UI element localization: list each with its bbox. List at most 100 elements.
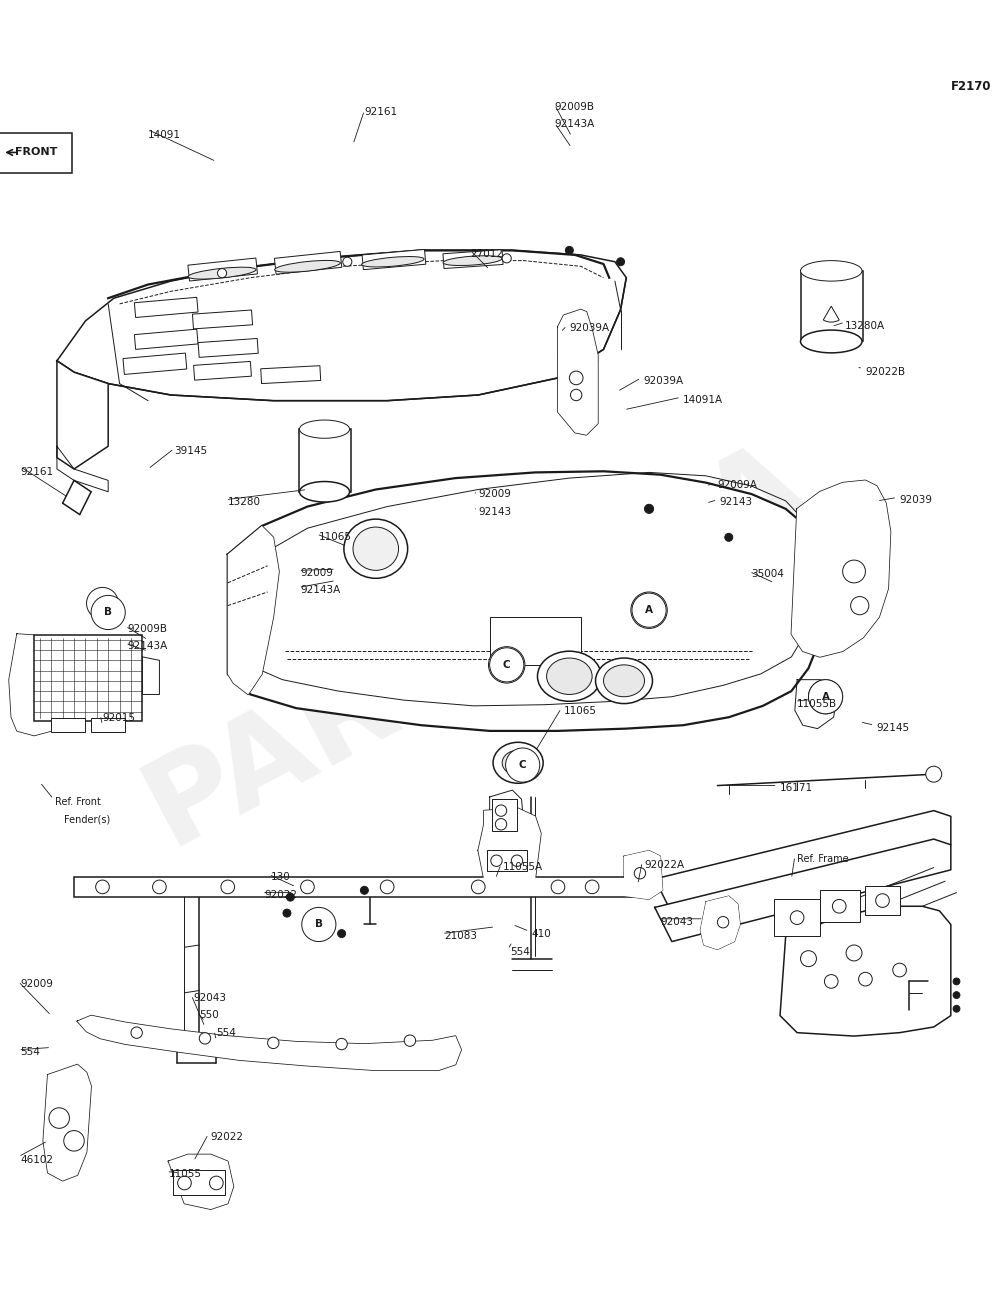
Ellipse shape xyxy=(344,519,408,578)
Circle shape xyxy=(302,908,336,941)
Circle shape xyxy=(210,1176,223,1190)
Text: FRONT: FRONT xyxy=(15,147,58,158)
Circle shape xyxy=(217,269,227,278)
Circle shape xyxy=(876,893,889,908)
Circle shape xyxy=(404,1035,416,1046)
Circle shape xyxy=(502,254,511,263)
Text: 39145: 39145 xyxy=(174,447,207,456)
Text: PARTZILLA: PARTZILLA xyxy=(126,422,825,869)
Bar xyxy=(0,133,72,173)
Circle shape xyxy=(178,1176,191,1190)
Polygon shape xyxy=(624,851,663,900)
Text: 14091A: 14091A xyxy=(683,395,723,405)
Circle shape xyxy=(336,1038,347,1050)
Circle shape xyxy=(859,972,872,986)
Text: 554: 554 xyxy=(20,1047,40,1057)
Text: 92161: 92161 xyxy=(364,107,398,117)
Text: 92143: 92143 xyxy=(720,497,753,507)
Bar xyxy=(188,258,258,281)
Polygon shape xyxy=(228,525,279,695)
Polygon shape xyxy=(791,480,890,657)
Text: 11055: 11055 xyxy=(169,1170,202,1179)
Circle shape xyxy=(96,880,109,893)
Text: 11065: 11065 xyxy=(564,706,597,715)
Circle shape xyxy=(570,390,582,400)
Circle shape xyxy=(645,505,654,514)
Text: 550: 550 xyxy=(199,1010,219,1020)
Circle shape xyxy=(851,596,869,615)
Circle shape xyxy=(199,1033,211,1044)
Text: B: B xyxy=(315,919,323,930)
Circle shape xyxy=(506,747,540,782)
Text: 92043: 92043 xyxy=(660,917,693,927)
Circle shape xyxy=(808,679,843,714)
Text: 554: 554 xyxy=(510,948,530,957)
Bar xyxy=(261,365,321,383)
Circle shape xyxy=(471,880,485,893)
Circle shape xyxy=(846,945,862,961)
Text: B: B xyxy=(315,919,323,930)
Text: 14091: 14091 xyxy=(148,129,181,139)
Text: B: B xyxy=(99,598,106,608)
Circle shape xyxy=(585,880,599,893)
Bar xyxy=(74,877,632,897)
Circle shape xyxy=(832,900,846,913)
Bar xyxy=(198,338,258,358)
Ellipse shape xyxy=(801,330,862,352)
Text: 92043: 92043 xyxy=(194,993,227,1003)
Polygon shape xyxy=(780,906,951,1037)
Bar xyxy=(801,271,863,341)
Circle shape xyxy=(338,930,346,937)
Bar xyxy=(820,891,860,922)
Bar xyxy=(134,297,198,318)
Text: A: A xyxy=(822,692,830,702)
Text: Ref. Front: Ref. Front xyxy=(55,797,101,807)
Circle shape xyxy=(617,258,625,266)
Text: 92145: 92145 xyxy=(877,723,910,733)
Circle shape xyxy=(221,880,235,893)
Text: 92039A: 92039A xyxy=(569,323,609,333)
Text: 92161: 92161 xyxy=(20,467,54,476)
Circle shape xyxy=(511,855,523,866)
Bar xyxy=(194,361,251,380)
Ellipse shape xyxy=(502,750,534,776)
Text: 92009B: 92009B xyxy=(555,102,595,112)
Text: 13280: 13280 xyxy=(228,497,261,507)
Circle shape xyxy=(360,887,368,895)
Ellipse shape xyxy=(353,527,399,571)
Text: A: A xyxy=(645,605,653,616)
Text: 92009A: 92009A xyxy=(717,480,757,491)
Text: 92143A: 92143A xyxy=(128,640,168,651)
Bar xyxy=(362,249,426,270)
Circle shape xyxy=(790,911,804,924)
Bar xyxy=(299,429,351,492)
Bar xyxy=(865,886,900,915)
Bar xyxy=(487,851,527,871)
Circle shape xyxy=(283,909,291,917)
Circle shape xyxy=(131,1026,142,1038)
Circle shape xyxy=(843,560,865,582)
Bar xyxy=(443,249,503,269)
Text: A: A xyxy=(645,605,653,616)
Text: 27012: 27012 xyxy=(470,249,503,259)
Text: A: A xyxy=(822,692,830,702)
Text: 130: 130 xyxy=(271,873,291,882)
Circle shape xyxy=(569,371,583,385)
Circle shape xyxy=(824,975,838,988)
Circle shape xyxy=(49,1108,69,1128)
Text: F2170: F2170 xyxy=(951,80,991,93)
Polygon shape xyxy=(43,1065,91,1181)
Text: 46102: 46102 xyxy=(20,1154,53,1164)
Text: 410: 410 xyxy=(532,930,552,939)
Text: 92143: 92143 xyxy=(478,506,511,516)
Circle shape xyxy=(268,1037,279,1048)
Circle shape xyxy=(91,595,125,630)
Circle shape xyxy=(926,766,942,782)
Text: 92022: 92022 xyxy=(264,891,297,900)
Polygon shape xyxy=(558,310,598,435)
Bar xyxy=(134,329,198,350)
Bar xyxy=(192,310,253,329)
Text: 92039: 92039 xyxy=(900,496,933,505)
Text: 92022A: 92022A xyxy=(645,860,685,870)
Text: 92009: 92009 xyxy=(20,979,53,989)
